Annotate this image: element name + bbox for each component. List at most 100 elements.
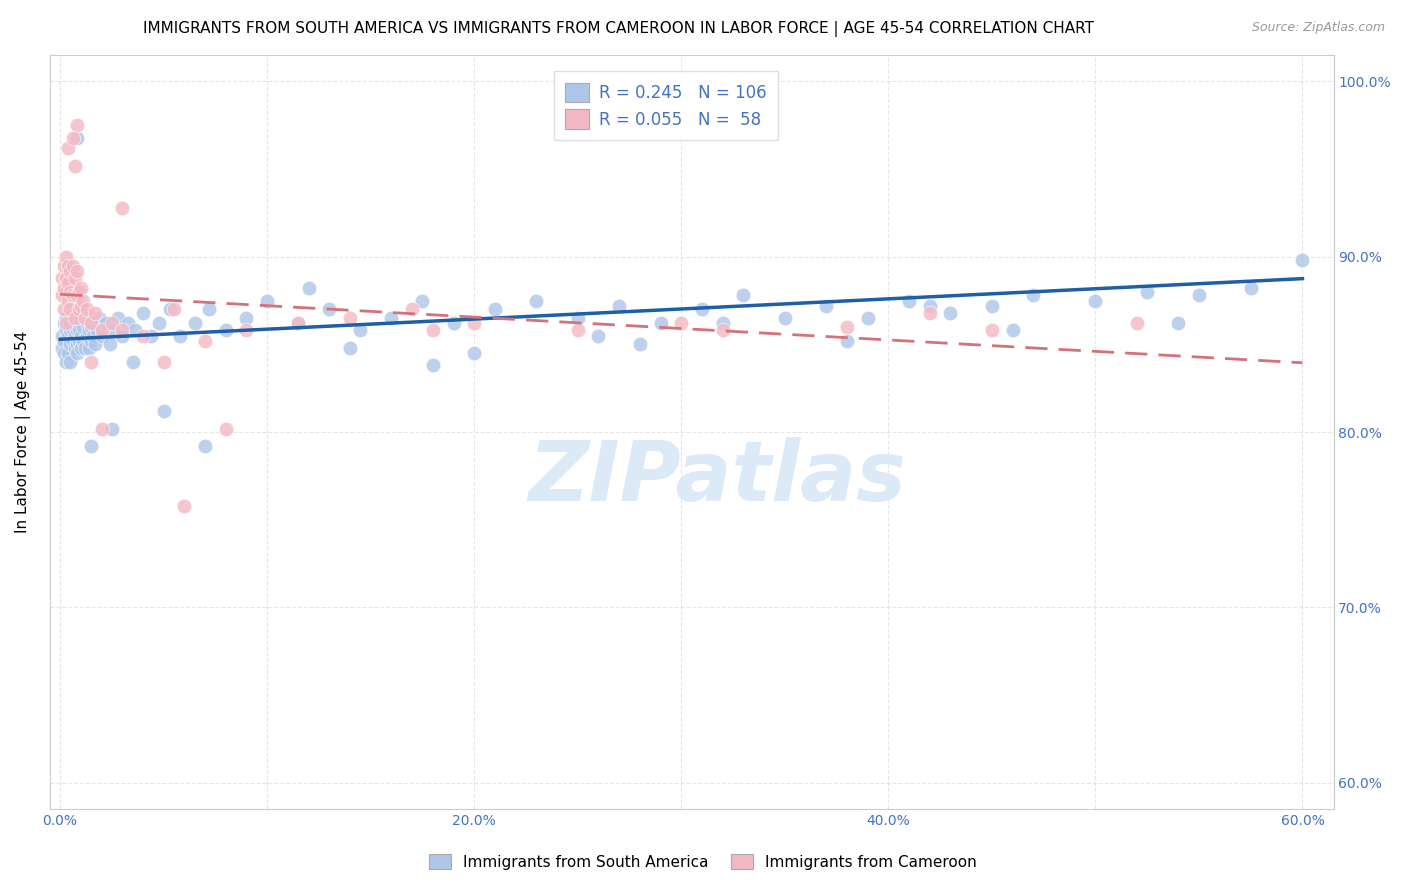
Point	[90, 323, 112, 337]
Point	[53, 302, 76, 317]
Point	[1136, 285, 1159, 299]
Point	[1240, 281, 1263, 295]
Point	[121, 355, 143, 369]
Point	[63, 317, 86, 331]
Point	[124, 323, 146, 337]
Point	[76, 302, 98, 317]
Point	[72, 293, 94, 308]
Legend: R = 0.245   N = 106, R = 0.055   N =  58: R = 0.245 N = 106, R = 0.055 N = 58	[554, 71, 778, 140]
Point	[63, 159, 86, 173]
Point	[73, 311, 96, 326]
Point	[62, 323, 84, 337]
Point	[1333, 74, 1355, 88]
Point	[89, 311, 111, 326]
Point	[76, 328, 98, 343]
Point	[1291, 253, 1313, 268]
Point	[773, 311, 796, 326]
Point	[59, 323, 82, 337]
Point	[194, 334, 217, 348]
Point	[835, 334, 858, 348]
Y-axis label: In Labor Force | Age 45-54: In Labor Force | Age 45-54	[15, 331, 31, 533]
Point	[55, 355, 77, 369]
Point	[101, 317, 124, 331]
Point	[62, 288, 84, 302]
Point	[287, 317, 309, 331]
Point	[980, 299, 1002, 313]
Point	[169, 328, 191, 343]
Point	[66, 288, 89, 302]
Point	[62, 130, 84, 145]
Point	[55, 323, 77, 337]
Point	[194, 439, 217, 453]
Point	[62, 259, 84, 273]
Point	[898, 293, 921, 308]
Point	[66, 337, 89, 351]
Point	[58, 259, 80, 273]
Point	[69, 281, 91, 295]
Point	[235, 311, 257, 326]
Point	[380, 311, 402, 326]
Point	[51, 341, 73, 355]
Text: ZIPatlas: ZIPatlas	[529, 437, 907, 518]
Point	[163, 302, 186, 317]
Point	[55, 317, 77, 331]
Point	[173, 499, 195, 513]
Point	[80, 334, 103, 348]
Point	[411, 293, 433, 308]
Point	[59, 355, 82, 369]
Point	[443, 317, 465, 331]
Point	[1126, 317, 1149, 331]
Point	[111, 328, 134, 343]
Point	[132, 328, 155, 343]
Point	[215, 421, 238, 435]
Point	[856, 311, 879, 326]
Point	[297, 281, 319, 295]
Point	[80, 355, 103, 369]
Point	[62, 334, 84, 348]
Point	[55, 270, 77, 285]
Point	[607, 299, 630, 313]
Point	[1084, 293, 1107, 308]
Point	[339, 341, 361, 355]
Point	[59, 285, 82, 299]
Point	[711, 323, 734, 337]
Point	[69, 328, 91, 343]
Point	[86, 323, 108, 337]
Point	[77, 323, 100, 337]
Point	[67, 334, 90, 348]
Point	[69, 311, 91, 326]
Point	[80, 439, 103, 453]
Point	[84, 306, 107, 320]
Point	[318, 302, 340, 317]
Point	[58, 293, 80, 308]
Point	[939, 306, 962, 320]
Point	[815, 299, 838, 313]
Point	[77, 341, 100, 355]
Point	[59, 302, 82, 317]
Point	[73, 311, 96, 326]
Point	[53, 259, 76, 273]
Point	[58, 141, 80, 155]
Point	[69, 299, 91, 313]
Point	[98, 337, 121, 351]
Point	[159, 302, 181, 317]
Point	[117, 317, 139, 331]
Point	[401, 302, 423, 317]
Point	[84, 337, 107, 351]
Point	[82, 328, 104, 343]
Point	[287, 317, 309, 331]
Point	[628, 337, 651, 351]
Point	[76, 317, 98, 331]
Point	[111, 201, 134, 215]
Point	[235, 323, 257, 337]
Point	[62, 311, 84, 326]
Point	[111, 323, 134, 337]
Point	[567, 323, 589, 337]
Point	[67, 302, 90, 317]
Point	[215, 323, 238, 337]
Point	[1188, 288, 1211, 302]
Point	[59, 317, 82, 331]
Point	[835, 319, 858, 334]
Point	[67, 317, 90, 331]
Point	[67, 285, 90, 299]
